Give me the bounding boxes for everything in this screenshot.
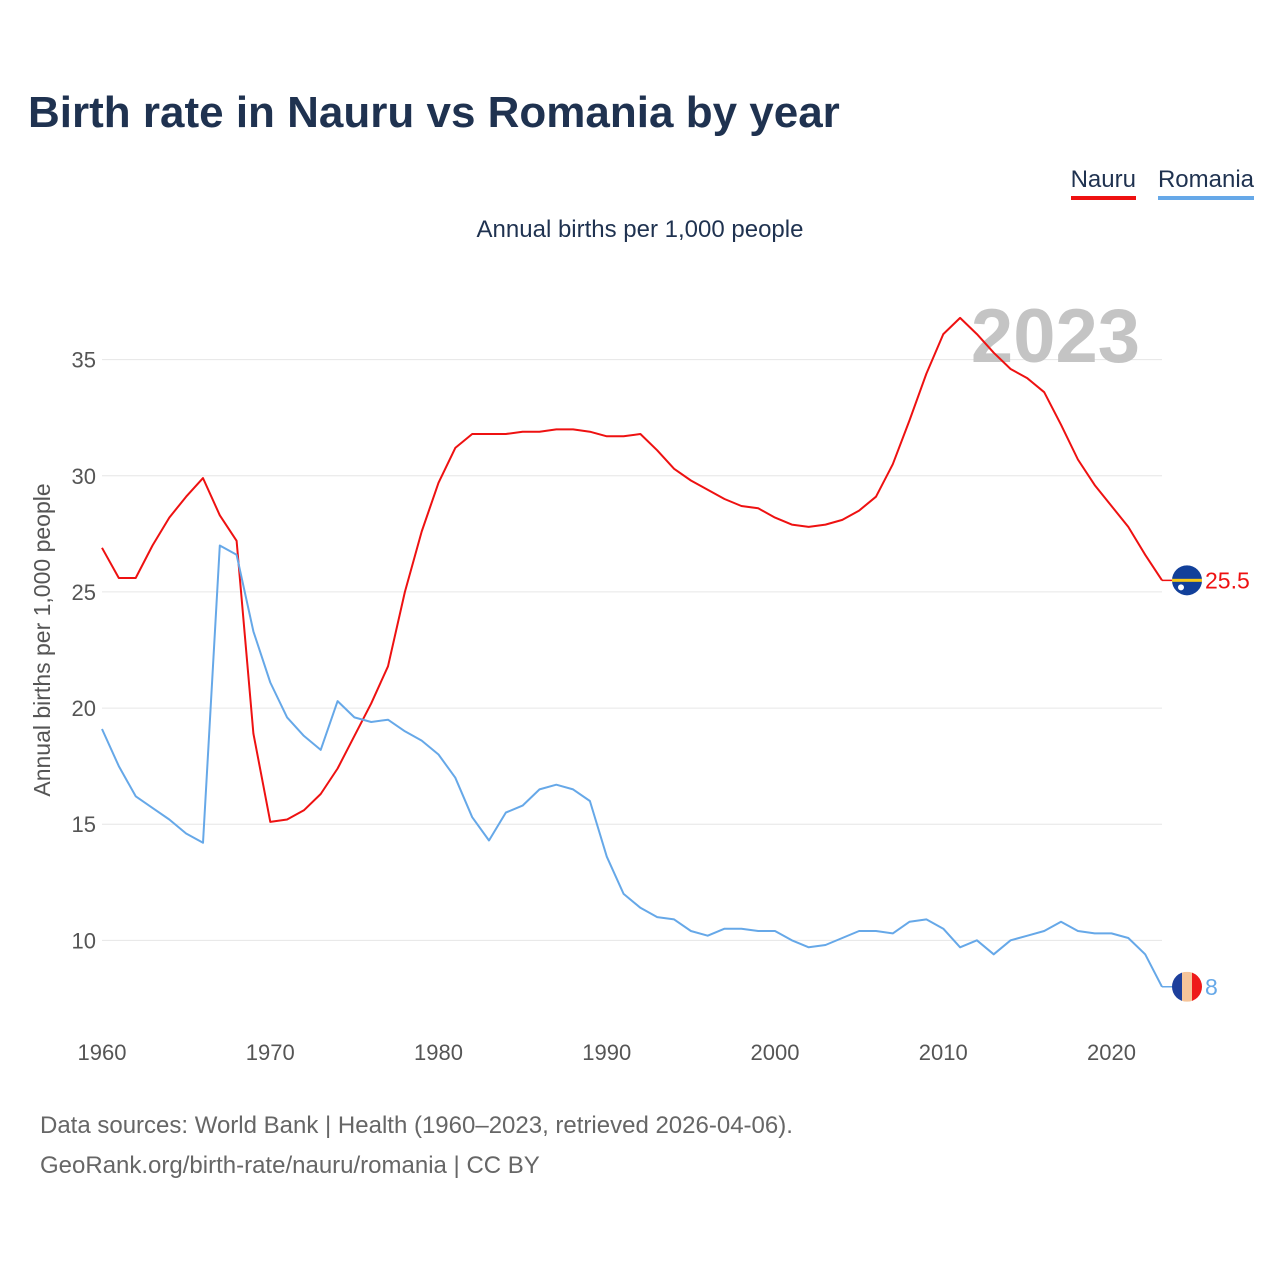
footer-sources: Data sources: World Bank | Health (1960–…	[40, 1112, 793, 1139]
x-tick-label-1990: 1990	[582, 1040, 631, 1065]
y-axis-ticks: 10 15 20 25 30 35	[72, 348, 96, 954]
chart-title: Birth rate in Nauru vs Romania by year	[28, 88, 840, 137]
end-label-romania: 8	[1205, 974, 1218, 1000]
legend: Nauru Romania	[1070, 166, 1254, 200]
current-year-label: 2023	[971, 294, 1140, 379]
y-tick-label-35: 35	[72, 348, 96, 373]
footer-link[interactable]: GeoRank.org/birth-rate/nauru/romania | C…	[40, 1152, 540, 1179]
x-axis-ticks: 1960 1970 1980 1990 2000 2010 2020	[78, 1040, 1136, 1065]
series-lines	[101, 316, 1163, 988]
chart-subtitle: Annual births per 1,000 people	[476, 216, 804, 243]
series-line-romania	[101, 544, 1163, 988]
flag-romania-icon	[1172, 971, 1202, 1002]
x-tick-label-1970: 1970	[246, 1040, 295, 1065]
series-line-nauru	[101, 316, 1163, 823]
x-tick-label-2020: 2020	[1087, 1040, 1136, 1065]
x-tick-label-1960: 1960	[78, 1040, 127, 1065]
flag-romania-red	[1192, 971, 1202, 1002]
end-label-nauru: 25.5	[1205, 567, 1250, 593]
x-tick-label-2010: 2010	[919, 1040, 968, 1065]
x-tick-label-1980: 1980	[414, 1040, 463, 1065]
flag-romania-blue	[1172, 971, 1182, 1002]
line-chart: 10 15 20 25 30 35 1960 1970 1980 1990 2000 2010 202…	[29, 294, 1250, 1065]
gridlines	[102, 359, 1162, 941]
flag-romania-yellow	[1182, 971, 1192, 1002]
y-axis-label: Annual births per 1,000 people	[29, 483, 55, 796]
legend-item-nauru[interactable]: Nauru	[1070, 166, 1136, 200]
y-tick-label-10: 10	[72, 928, 96, 953]
y-tick-label-15: 15	[72, 812, 96, 837]
flag-nauru-star	[1178, 584, 1184, 591]
series-end-markers: 25.58	[1162, 565, 1250, 1002]
y-tick-label-20: 20	[72, 696, 96, 721]
legend-item-romania[interactable]: Romania	[1157, 166, 1254, 200]
x-tick-label-2000: 2000	[751, 1040, 800, 1065]
footer: Data sources: World Bank | Health (1960–…	[40, 1106, 793, 1186]
y-tick-label-25: 25	[72, 580, 96, 605]
flag-nauru-stripe	[1172, 578, 1202, 582]
y-tick-label-30: 30	[72, 464, 96, 489]
